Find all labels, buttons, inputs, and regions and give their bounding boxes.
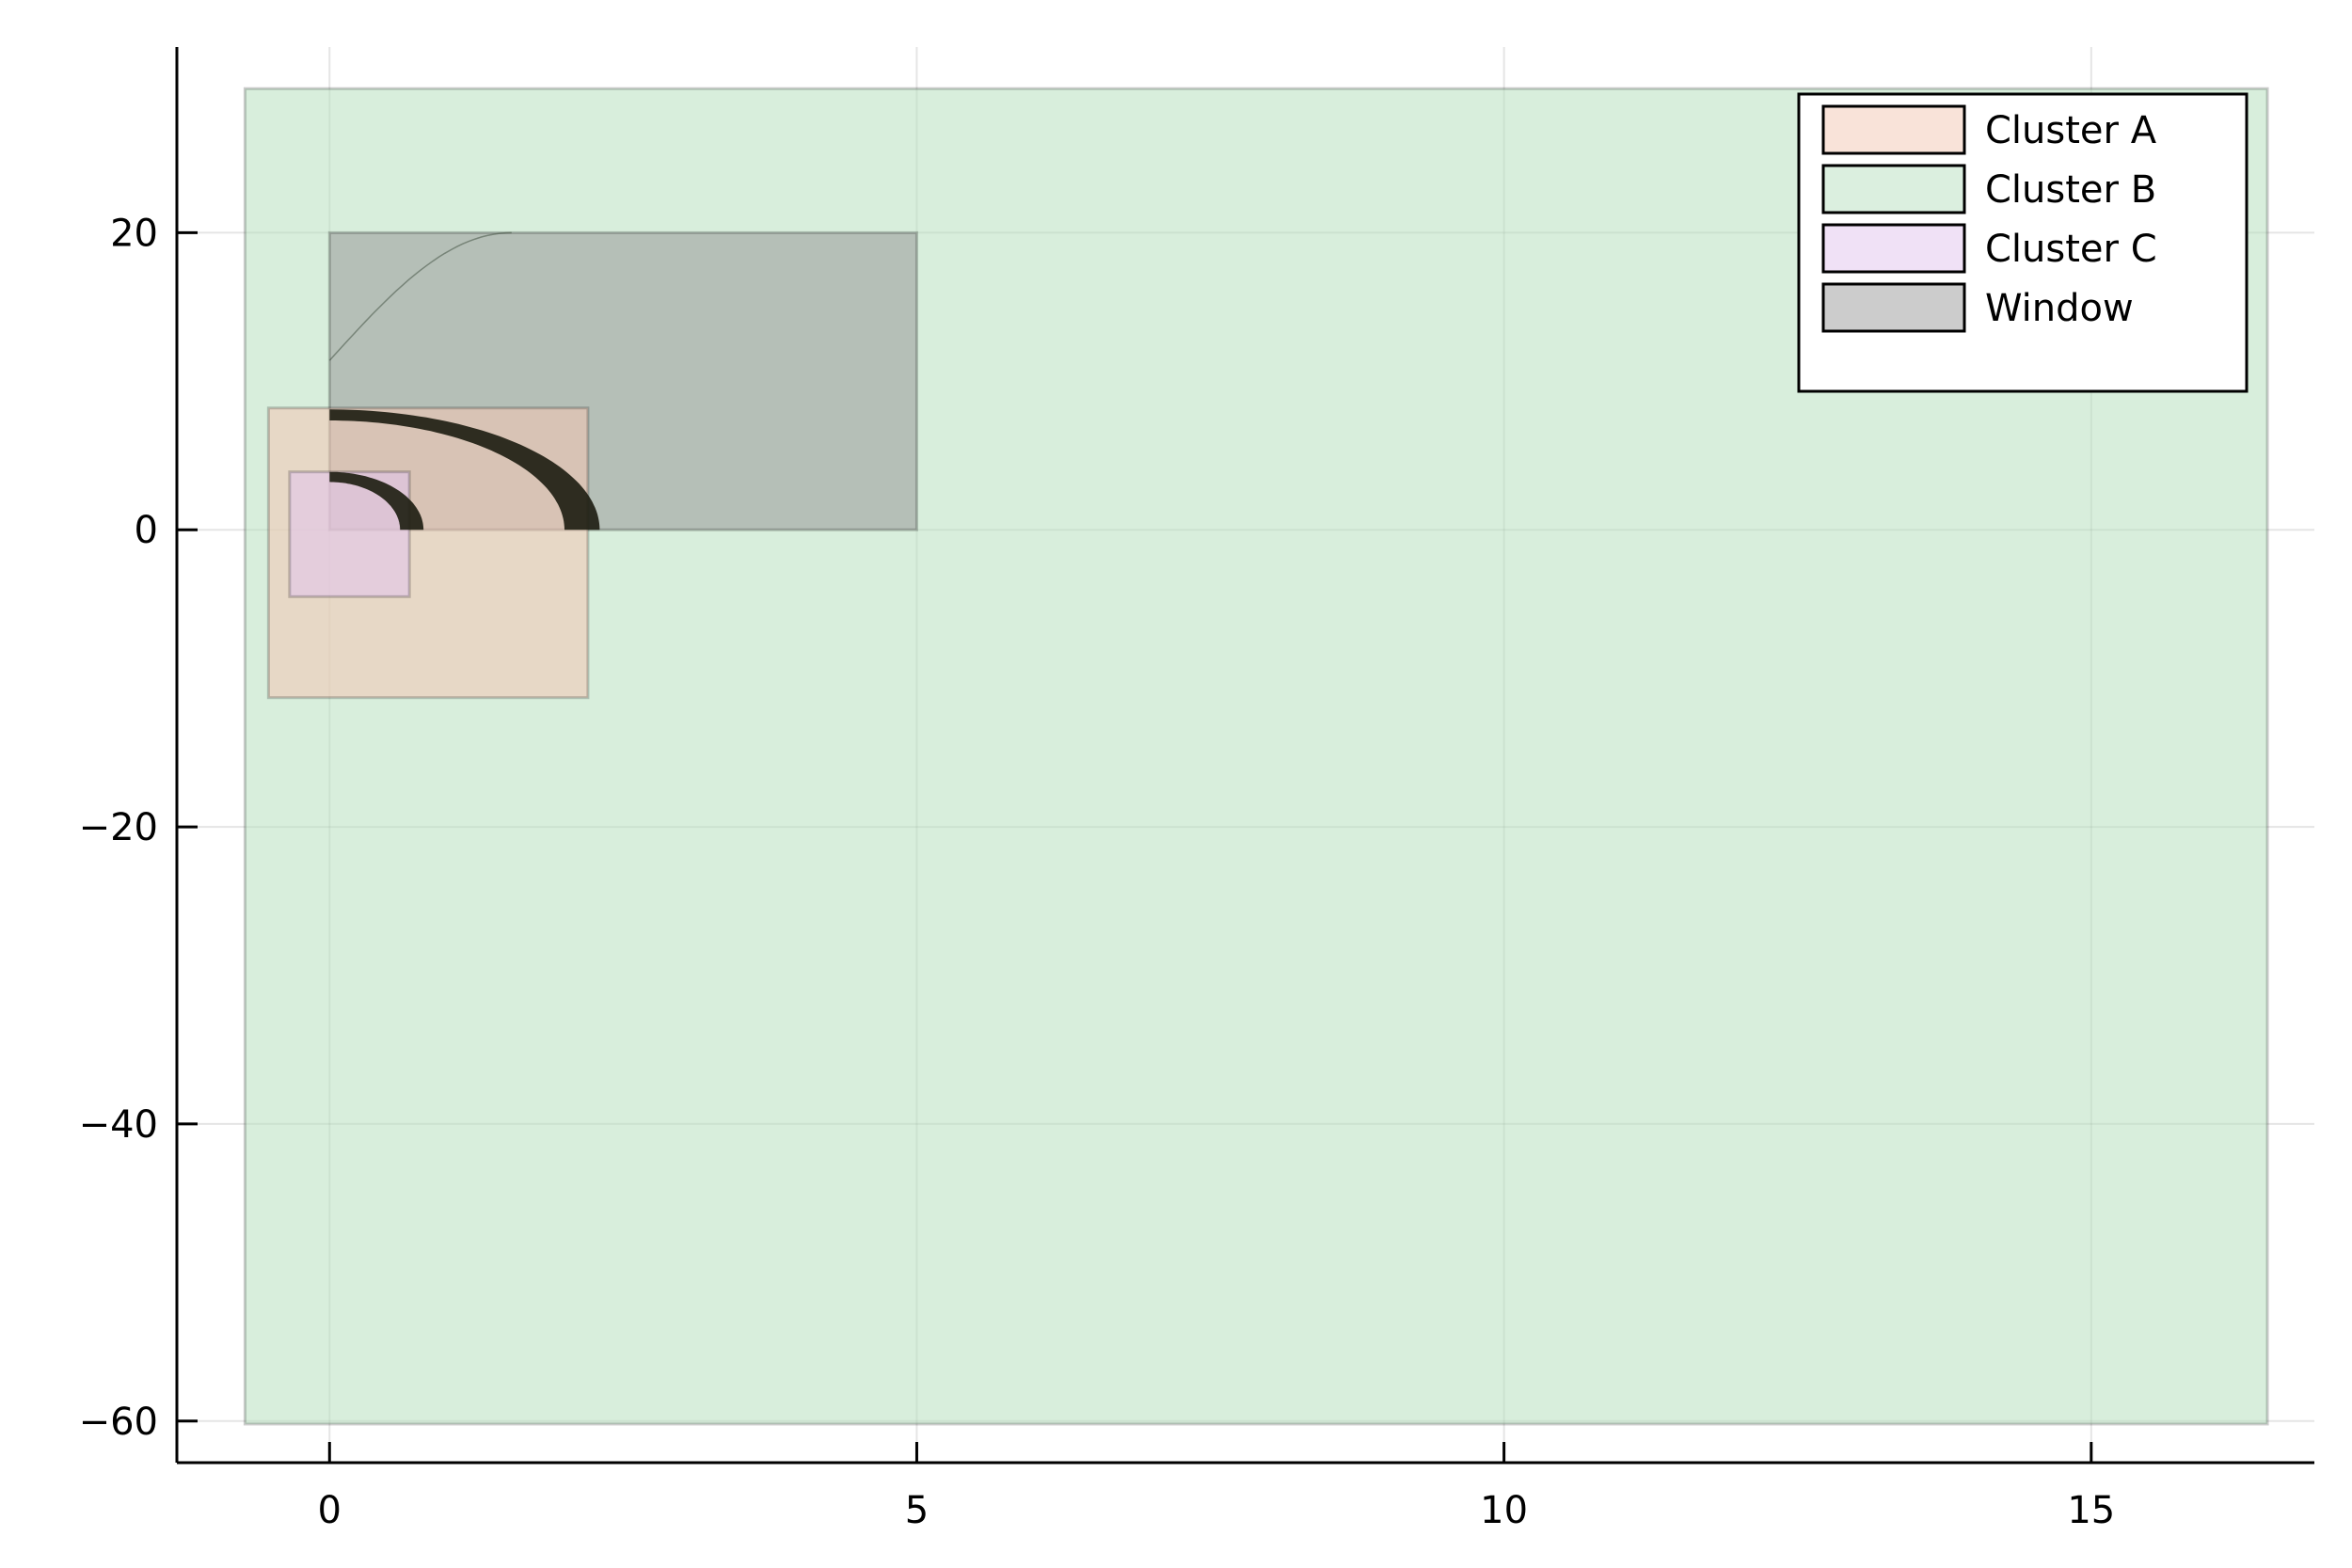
tick-labels: 0 5 10 15 −60 −40 −20 0 20 [79, 212, 2116, 1532]
legend: Cluster A Cluster B Cluster C Window [1797, 92, 2249, 393]
legend-swatch [1821, 164, 1966, 214]
legend-label: Cluster C [1985, 228, 2157, 271]
legend-label: Window [1985, 287, 2134, 330]
y-tick-label: 20 [110, 212, 158, 255]
x-tick-label: 5 [905, 1489, 929, 1532]
legend-swatch [1821, 282, 1966, 333]
legend-swatch [1821, 104, 1966, 155]
legend-swatch [1821, 223, 1966, 274]
y-tick-label: 0 [135, 509, 158, 552]
y-tick-label: −60 [79, 1401, 158, 1444]
x-tick-label: 0 [318, 1489, 342, 1532]
arc-cluster-c [329, 471, 424, 531]
legend-label: Cluster B [1985, 168, 2156, 212]
cluster-arcs [328, 231, 600, 531]
y-tick-label: −20 [79, 806, 158, 849]
x-tick-label: 10 [1480, 1489, 1528, 1532]
x-tick-label: 15 [2067, 1489, 2115, 1532]
y-tick-label: −40 [79, 1103, 158, 1147]
legend-label: Cluster A [1985, 109, 2157, 152]
axes [175, 47, 2314, 1465]
arc-cluster-a [329, 409, 600, 531]
window-thin-curve [328, 231, 512, 361]
